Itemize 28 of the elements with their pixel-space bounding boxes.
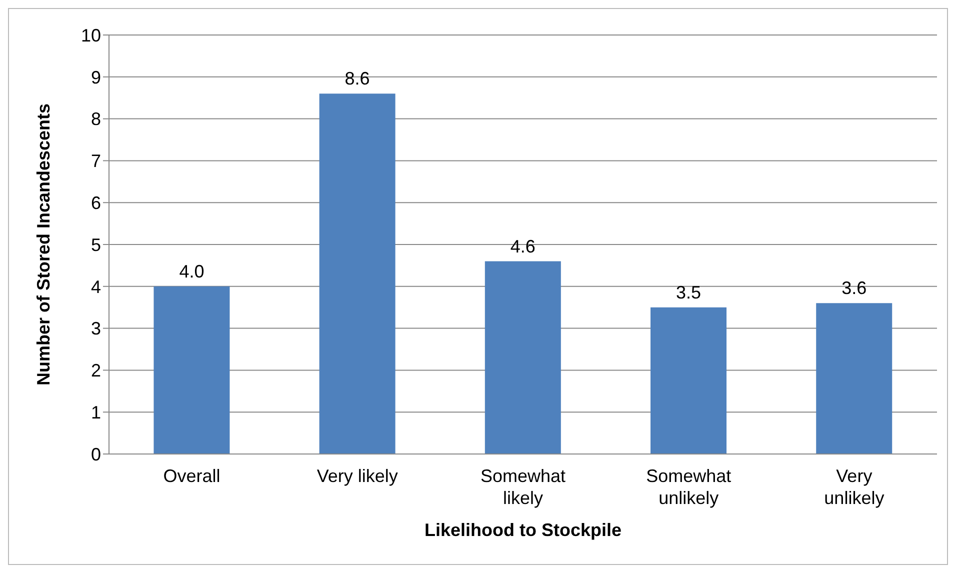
y-tick-label: 5 bbox=[90, 234, 101, 255]
y-tick-label: 4 bbox=[90, 276, 101, 297]
y-tick-label: 2 bbox=[90, 360, 101, 381]
y-tick-label: 6 bbox=[90, 192, 101, 213]
x-tick-label: Somewhat likely bbox=[480, 466, 566, 508]
data-label: 4.6 bbox=[510, 236, 536, 256]
data-label: 3.5 bbox=[676, 282, 702, 302]
y-axis-title: Number of Stored Incandescents bbox=[33, 103, 54, 386]
x-axis-title: Likelihood to Stockpile bbox=[424, 520, 622, 540]
y-tick-label: 0 bbox=[90, 444, 101, 464]
x-tick-label: Overall bbox=[163, 466, 220, 486]
data-label: 3.6 bbox=[842, 278, 867, 298]
y-tick-label: 9 bbox=[90, 67, 101, 88]
y-tick-label: 10 bbox=[80, 25, 101, 46]
y-tick-label: 1 bbox=[90, 402, 101, 422]
bar bbox=[484, 261, 561, 454]
bar bbox=[816, 303, 892, 454]
bar bbox=[650, 307, 727, 454]
x-tick-label: Very unlikely bbox=[824, 466, 884, 508]
data-label: 8.6 bbox=[344, 68, 370, 89]
x-tick-label: Somewhat unlikely bbox=[646, 466, 732, 508]
y-tick-label: 7 bbox=[90, 151, 101, 172]
bar bbox=[319, 94, 396, 454]
y-tick-label: 3 bbox=[90, 318, 101, 339]
data-label: 4.0 bbox=[179, 261, 204, 282]
bar bbox=[154, 286, 230, 454]
y-tick-label: 8 bbox=[90, 109, 101, 130]
x-tick-label: Very likely bbox=[316, 466, 398, 486]
